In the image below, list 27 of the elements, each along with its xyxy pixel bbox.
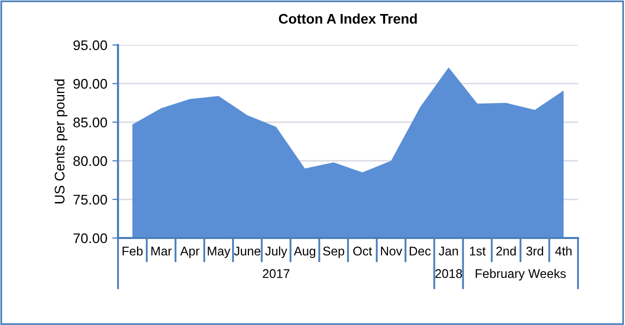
x-tick-label: June <box>234 246 260 256</box>
y-tick-label: 85.00 <box>73 118 108 128</box>
x-tick-label: July <box>265 246 288 258</box>
x-tick-label: May <box>208 246 230 258</box>
x-tick-label: Jan <box>438 246 458 256</box>
text: February Weeks <box>476 268 566 280</box>
x-tick-label: 4th <box>555 246 572 256</box>
x-tick-label: Aug <box>294 246 316 258</box>
text: 2018 <box>435 269 462 278</box>
x-tick-label: 1st <box>470 246 486 256</box>
chart-title: Cotton A Index Trend <box>278 14 417 24</box>
x-tick-label: Mar <box>151 246 172 256</box>
y-tick-label: 95.00 <box>73 40 108 50</box>
x-tick-label: Dec <box>410 246 431 256</box>
x-tick-label: 3rd <box>526 246 544 256</box>
x-tick-label: Nov <box>381 246 402 256</box>
y-tick-label: 75.00 <box>74 194 108 205</box>
x-tick-label: Oct <box>353 246 372 256</box>
x-tick-label: 2nd <box>496 246 516 256</box>
y-tick-label: 70.00 <box>74 233 108 244</box>
y-tick-label: 90.00 <box>73 78 108 89</box>
x-tick-label: Sep <box>323 246 344 258</box>
x-tick-label: Apr <box>180 246 200 258</box>
y-tick-label: 80.00 <box>73 156 108 166</box>
y-axis-title: US Cents per pound <box>54 79 68 204</box>
x-tick-label: Feb <box>122 246 143 256</box>
text: 2017 <box>262 269 290 278</box>
